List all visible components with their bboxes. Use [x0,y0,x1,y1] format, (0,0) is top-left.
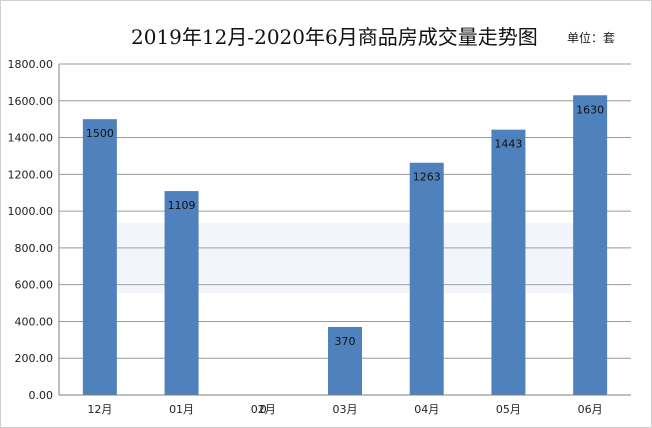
data-labels: 1500 1109 0 370 1263 1443 1630 [86,103,604,416]
bar-6 [573,95,608,395]
y-tick-label: 1200.00 [8,168,54,181]
bar-4 [409,162,444,395]
x-tick-label: 05月 [496,403,521,416]
x-tick-label: 01月 [169,403,194,416]
x-tick-label: 04月 [414,403,439,416]
x-tick-label: 02月 [251,403,276,416]
x-tick-label: 06月 [578,403,603,416]
bar-0 [82,119,117,396]
data-label: 1263 [413,171,441,184]
bar-5 [491,129,526,396]
data-label: 1443 [494,138,522,151]
y-tick-label: 400.00 [15,315,54,328]
data-label: 1500 [86,127,114,140]
y-tick-labels: 0.00 200.00 400.00 600.00 800.00 1000.00 1200.… [8,58,54,402]
y-tick-label: 600.00 [15,279,54,292]
y-tick-label: 200.00 [15,352,54,365]
unit-label: 单位：套 [567,31,616,45]
y-tick-label: 1000.00 [8,205,54,218]
chart-title: 2019年12月-2020年6月商品房成交量走势图 [131,25,538,49]
y-tick-label: 1800.00 [8,58,54,71]
y-tick-label: 1600.00 [8,95,54,108]
y-tick-label: 800.00 [15,242,54,255]
bar-3 [328,326,362,395]
data-label: 1109 [168,199,196,212]
axes [58,64,631,396]
y-tick-label: 1400.00 [8,132,54,145]
data-label: 370 [335,335,356,348]
x-tick-labels: 12月 01月 02月 03月 04月 05月 06月 [87,403,602,416]
data-label: 0 [260,403,267,416]
bar-series [82,95,608,396]
data-label: 1630 [576,103,604,116]
x-tick-label: 03月 [333,403,358,416]
bar-1 [164,191,199,395]
x-tick-label: 12月 [87,403,112,416]
y-tick-label: 0.00 [29,389,54,402]
